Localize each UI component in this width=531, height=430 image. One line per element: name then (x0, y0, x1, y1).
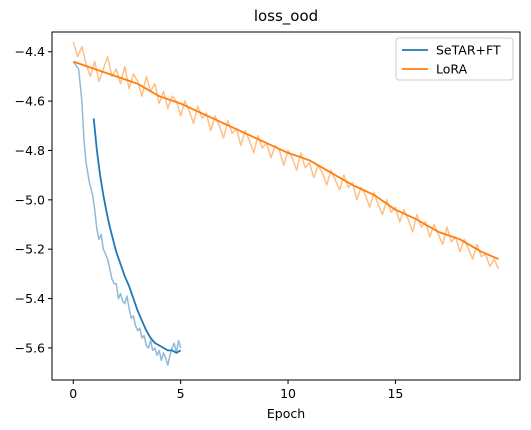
y-tick-label: −5.6 (15, 340, 45, 355)
x-tick-label: 15 (387, 386, 403, 401)
x-axis: 0 5 10 15 (69, 380, 403, 401)
chart-title: loss_ood (254, 7, 318, 26)
x-axis-label: Epoch (267, 406, 305, 421)
series-setar-ft-smoothed-line (92, 118, 182, 354)
plot-frame (51, 31, 521, 381)
legend-label-setar-ft: SeTAR+FT (436, 43, 501, 58)
series-setar-ft-raw-line (72, 61, 182, 366)
series-lora-smoothed-line (73, 60, 499, 260)
series-layer (72, 41, 500, 366)
y-tick-label: −4.8 (15, 143, 45, 158)
x-tick-label: 10 (280, 386, 296, 401)
series-lora-raw-line (72, 41, 500, 270)
y-axis: −4.4 −4.6 −4.8 −5.0 −5.2 −5.4 −5.6 (15, 44, 52, 355)
y-tick-label: −4.4 (15, 44, 45, 59)
y-tick-label: −5.4 (15, 291, 45, 306)
y-tick-label: −5.0 (15, 192, 45, 207)
legend: SeTAR+FT LoRA (395, 37, 514, 81)
legend-label-lora: LoRA (436, 62, 468, 77)
y-tick-label: −4.6 (15, 94, 45, 109)
x-tick-label: 0 (69, 386, 77, 401)
y-tick-label: −5.2 (15, 242, 45, 257)
x-tick-label: 5 (177, 386, 185, 401)
